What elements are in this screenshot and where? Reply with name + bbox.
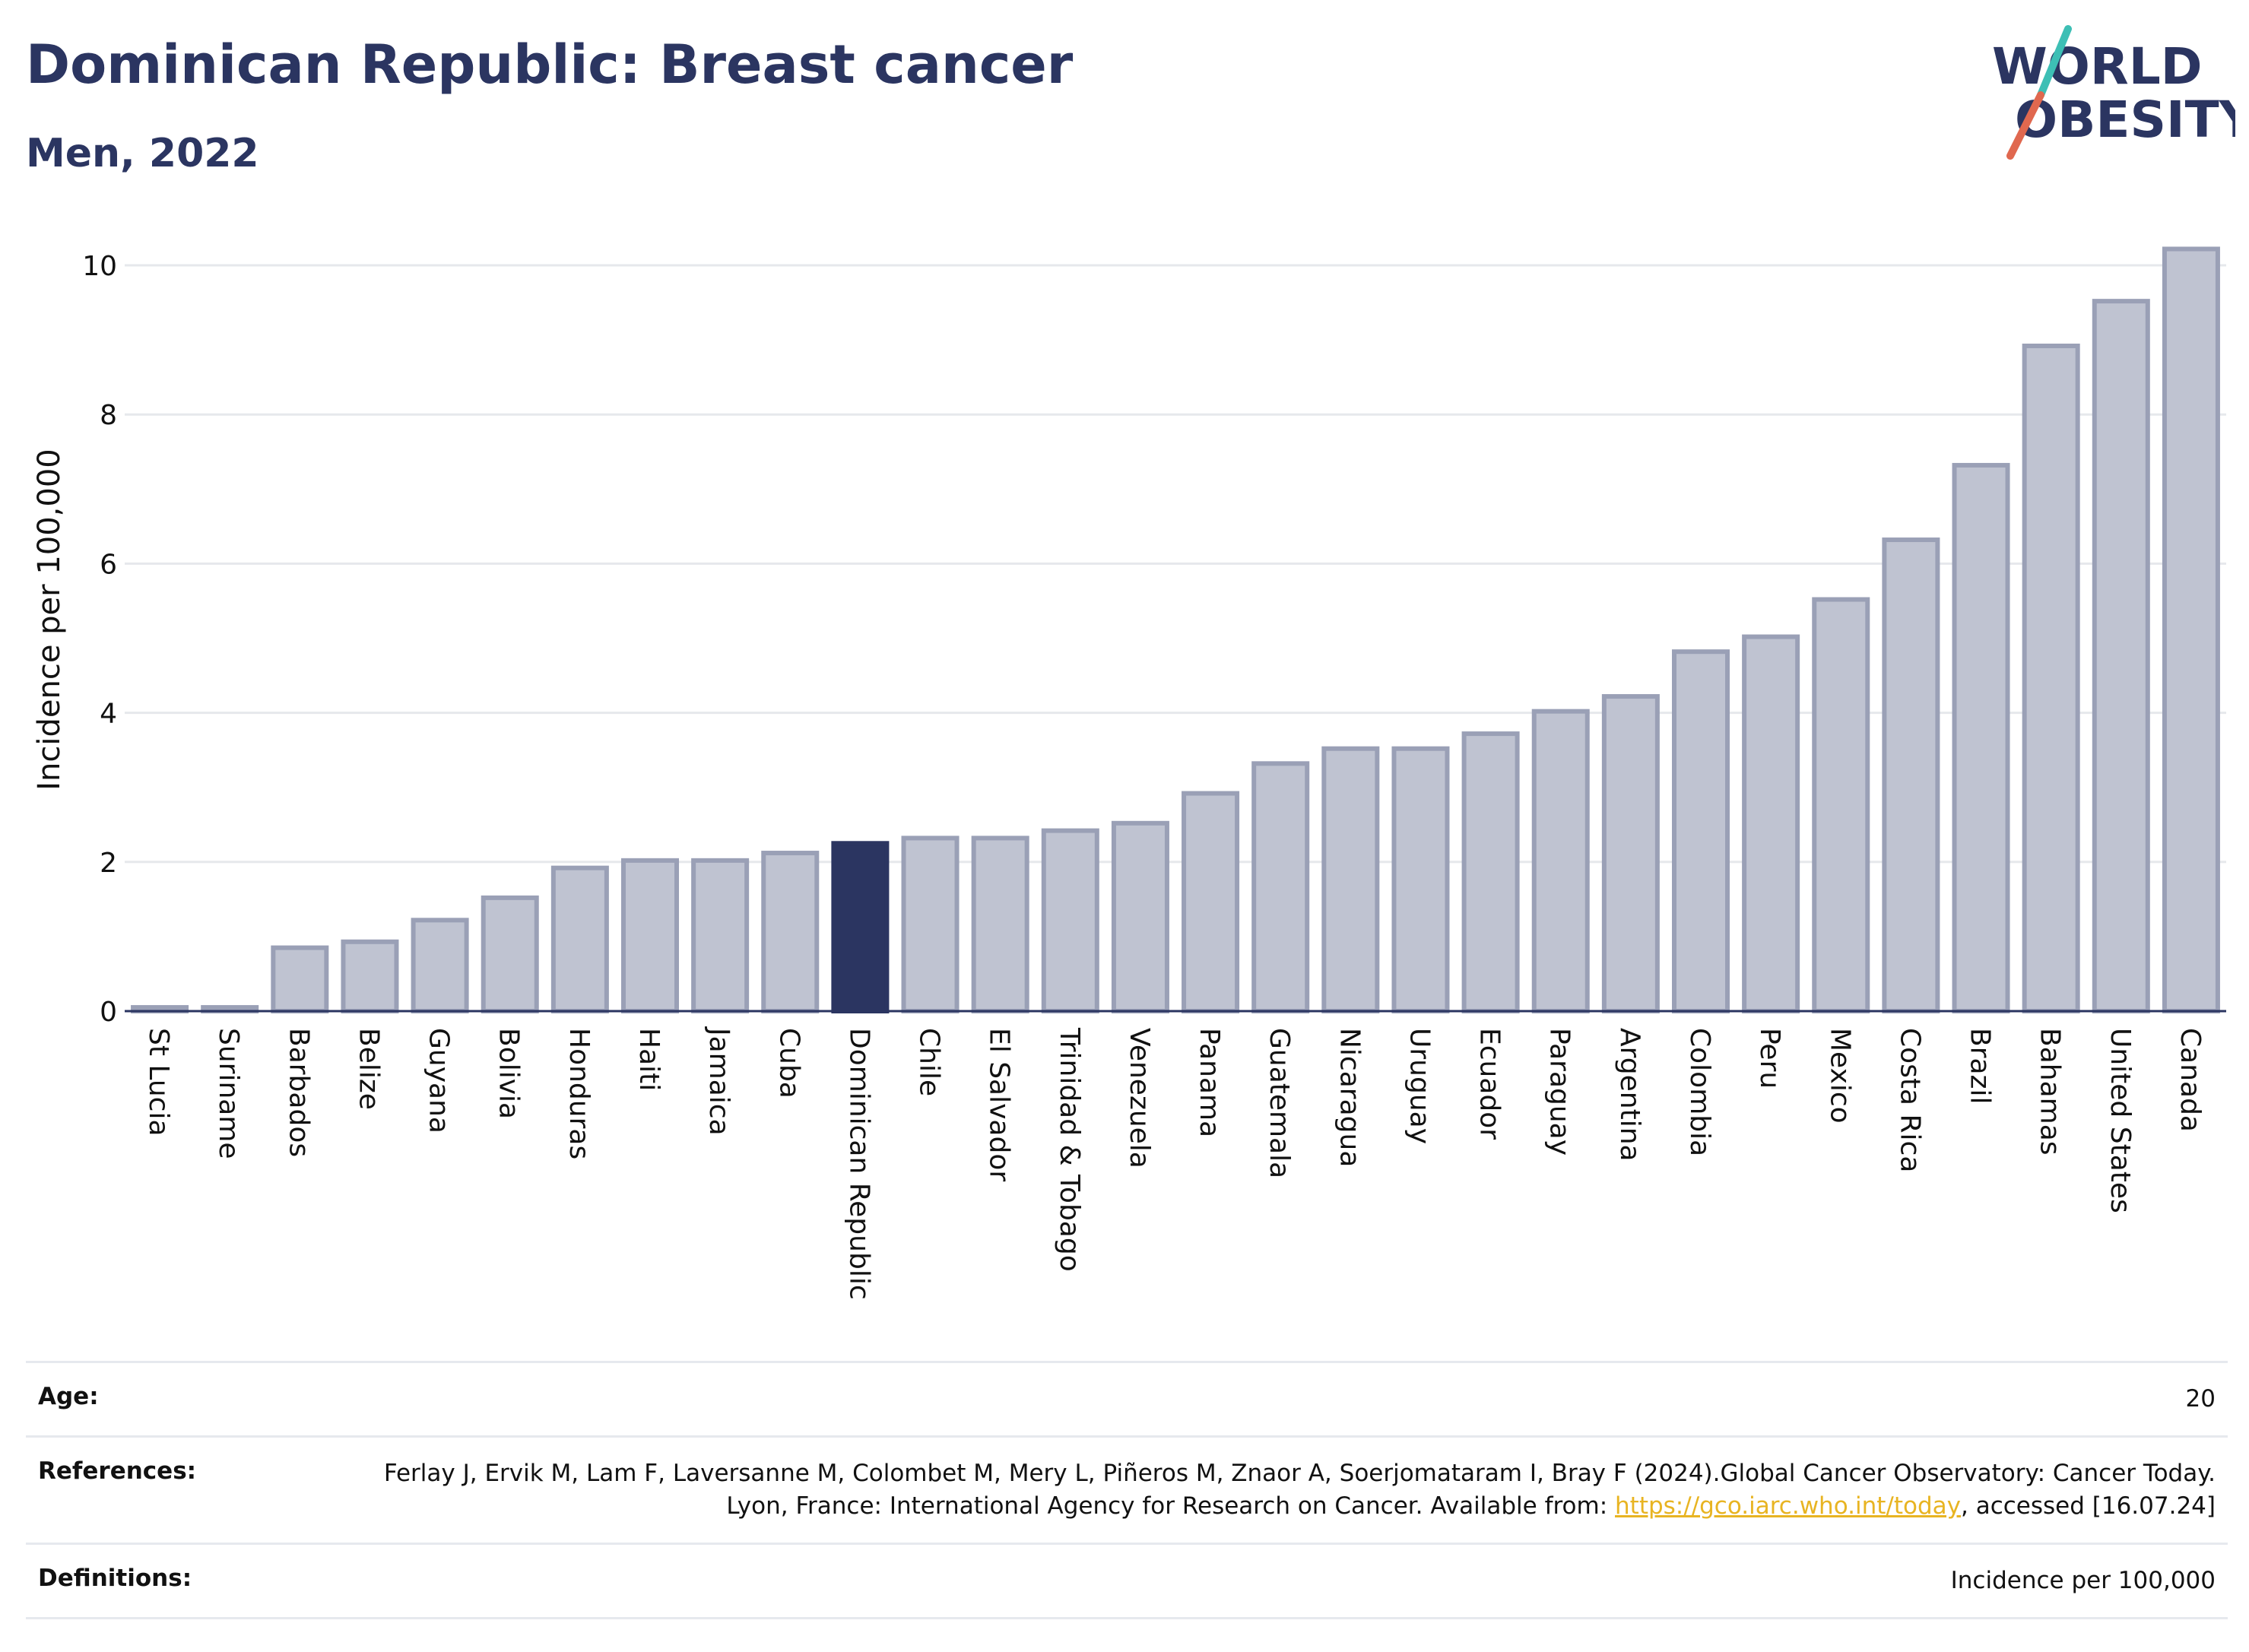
bar-barbados [271, 945, 329, 1013]
bar-guatemala [1251, 761, 1310, 1013]
bar-trinidad-tobago [1041, 828, 1099, 1013]
x-tick-label: Guatemala [1264, 1028, 1295, 1178]
x-tick-label: Barbados [283, 1028, 314, 1157]
age-label: Age: [38, 1383, 99, 1410]
x-tick-label: Jamaica [703, 1026, 734, 1136]
bar-belize [341, 939, 399, 1014]
info-table: Age: 20 References: Ferlay J, Ervik M, L… [26, 1361, 2228, 1619]
x-tick-label: Belize [353, 1028, 384, 1110]
x-tick-label: St Lucia [143, 1028, 174, 1137]
x-tick-label: Costa Rica [1894, 1028, 1925, 1172]
x-tick-label: Peru [1754, 1028, 1785, 1089]
age-value: 20 [2185, 1385, 2216, 1413]
x-tick-label: Panama [1194, 1028, 1225, 1137]
grid-lines [125, 264, 2226, 864]
x-tick-label: Mexico [1824, 1028, 1855, 1124]
x-tick-label: Honduras [563, 1028, 595, 1159]
definitions-row: Definitions: Incidence per 100,000 [26, 1543, 2228, 1619]
x-tick-label: Ecuador [1474, 1028, 1505, 1140]
definitions-value: Incidence per 100,000 [1950, 1567, 2216, 1594]
y-tick-label: 0 [100, 997, 117, 1028]
x-tick-label: Haiti [633, 1028, 665, 1091]
bar-colombia [1671, 649, 1730, 1014]
page-subtitle: Men, 2022 [26, 131, 259, 176]
x-tick-label: Bahamas [2035, 1028, 2066, 1156]
bar-el-salvador [971, 836, 1029, 1014]
bar-bahamas [2022, 343, 2080, 1013]
bar-haiti [620, 858, 680, 1014]
bar-brazil [1952, 462, 2010, 1013]
references-text: Ferlay J, Ervik M, Lam F, Laversanne M, … [383, 1460, 2216, 1520]
bar-chart: 0 2 4 6 8 10 St Lucia Suriname Barbados Belize Gu… [32, 246, 2226, 1300]
x-tick-label: Guyana [423, 1028, 455, 1134]
x-tick-label: Bolivia [493, 1028, 525, 1119]
bar-united-states [2092, 299, 2150, 1013]
y-axis-ticks: 0 2 4 6 8 10 [82, 251, 117, 1028]
x-tick-label: Trinidad & Tobago [1054, 1027, 1085, 1272]
references-link[interactable]: https://gco.iarc.who.int/today [1615, 1492, 1961, 1520]
bar-panama [1182, 791, 1240, 1013]
bar-dominican-republic [831, 841, 890, 1014]
bar-jamaica [691, 858, 750, 1014]
bar-uruguay [1391, 746, 1450, 1013]
x-tick-label: Canada [2174, 1028, 2206, 1132]
y-tick-label: 2 [100, 848, 117, 879]
bar-canada [2162, 246, 2220, 1013]
x-tick-label: Argentina [1614, 1028, 1645, 1162]
logo-text-world: WORLD [1992, 37, 2203, 96]
x-tick-label: El Salvador [984, 1028, 1015, 1181]
x-tick-label: Uruguay [1404, 1028, 1435, 1144]
bars [131, 246, 2220, 1014]
bar-ecuador [1461, 731, 1520, 1013]
logo-slash-red [2006, 91, 2044, 160]
bar-nicaragua [1321, 746, 1380, 1013]
bar-mexico [1812, 597, 1870, 1013]
references-accessed: , accessed [16.07.24] [1960, 1492, 2216, 1520]
logo-slash-teal [2037, 25, 2072, 99]
x-tick-label: Dominican Republic [843, 1028, 874, 1300]
bar-honduras [550, 865, 609, 1013]
bar-guyana [411, 918, 469, 1014]
x-tick-label: Chile [914, 1028, 945, 1096]
x-tick-label: Paraguay [1544, 1028, 1575, 1156]
x-tick-label: Cuba [773, 1028, 804, 1099]
references-row: References: Ferlay J, Ervik M, Lam F, La… [26, 1435, 2228, 1543]
y-tick-label: 6 [100, 549, 117, 580]
x-tick-label: Nicaragua [1334, 1028, 1365, 1167]
x-tick-label: Suriname [213, 1028, 244, 1159]
bar-peru [1742, 634, 1800, 1013]
bar-argentina [1601, 694, 1660, 1013]
age-row: Age: 20 [26, 1361, 2228, 1435]
bar-chile [901, 836, 960, 1014]
x-tick-label: Venezuela [1124, 1028, 1155, 1168]
x-tick-label: United States [2105, 1028, 2136, 1213]
y-tick-label: 8 [100, 400, 117, 431]
bar-costa-rica [1882, 537, 1940, 1013]
y-tick-label: 10 [82, 251, 117, 282]
definitions-label: Definitions: [38, 1565, 192, 1592]
bar-bolivia [481, 895, 539, 1014]
y-tick-label: 4 [100, 699, 117, 730]
x-tick-label: Brazil [1965, 1028, 1996, 1104]
x-tick-label: Colombia [1684, 1028, 1715, 1156]
page-title: Dominican Republic: Breast cancer [26, 33, 1074, 96]
x-axis-ticks: St Lucia Suriname Barbados Belize Guyana Boli… [143, 1026, 2206, 1300]
references-value: Ferlay J, Ervik M, Lam F, Laversanne M, … [353, 1457, 2216, 1523]
world-obesity-logo: WORLD OBESITY [1992, 25, 2235, 160]
bar-paraguay [1531, 709, 1590, 1014]
bar-cuba [761, 851, 820, 1013]
logo-text-obesity: OBESITY [2015, 90, 2235, 149]
y-axis-label: Incidence per 100,000 [32, 449, 67, 791]
references-label: References: [38, 1457, 197, 1485]
bar-venezuela [1111, 820, 1169, 1014]
